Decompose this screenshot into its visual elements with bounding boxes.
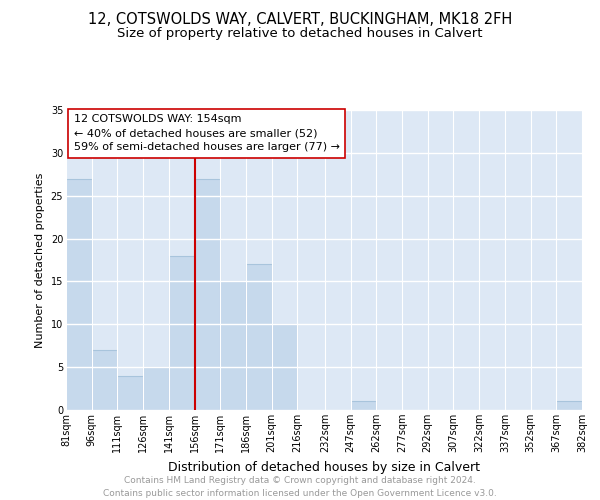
Bar <box>118 376 143 410</box>
Bar <box>194 178 220 410</box>
Y-axis label: Number of detached properties: Number of detached properties <box>35 172 45 348</box>
Bar <box>246 264 272 410</box>
X-axis label: Distribution of detached houses by size in Calvert: Distribution of detached houses by size … <box>168 460 480 473</box>
Text: 12, COTSWOLDS WAY, CALVERT, BUCKINGHAM, MK18 2FH: 12, COTSWOLDS WAY, CALVERT, BUCKINGHAM, … <box>88 12 512 28</box>
Bar <box>350 402 376 410</box>
Text: Size of property relative to detached houses in Calvert: Size of property relative to detached ho… <box>117 28 483 40</box>
Bar <box>556 402 582 410</box>
Bar <box>66 178 92 410</box>
Bar <box>92 350 118 410</box>
Bar <box>143 367 169 410</box>
Bar <box>272 324 298 410</box>
Bar <box>169 256 194 410</box>
Text: Contains HM Land Registry data © Crown copyright and database right 2024.
Contai: Contains HM Land Registry data © Crown c… <box>103 476 497 498</box>
Bar <box>220 282 246 410</box>
Text: 12 COTSWOLDS WAY: 154sqm
← 40% of detached houses are smaller (52)
59% of semi-d: 12 COTSWOLDS WAY: 154sqm ← 40% of detach… <box>74 114 340 152</box>
